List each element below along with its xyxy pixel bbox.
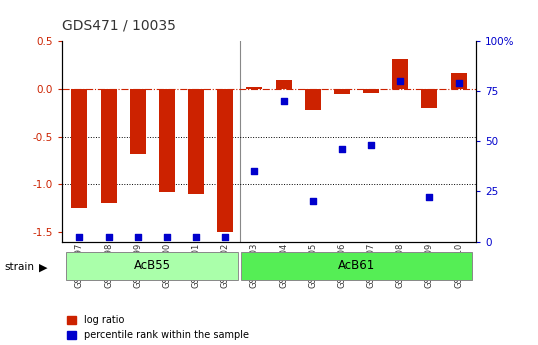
Point — [308, 199, 317, 204]
Bar — [101, 89, 117, 204]
Text: strain: strain — [4, 263, 34, 272]
Text: AcB55: AcB55 — [134, 259, 171, 272]
Bar — [217, 89, 233, 232]
Point — [104, 235, 113, 240]
Bar — [421, 89, 437, 108]
Point — [454, 81, 463, 86]
Bar — [451, 73, 466, 89]
Bar — [130, 89, 146, 154]
Bar — [334, 89, 350, 94]
Point — [338, 147, 346, 152]
FancyBboxPatch shape — [241, 252, 472, 279]
Point — [250, 169, 259, 174]
Legend: log ratio, percentile rank within the sample: log ratio, percentile rank within the sa… — [67, 315, 249, 340]
Bar — [72, 89, 87, 208]
Text: AcB61: AcB61 — [338, 259, 375, 272]
Point — [221, 235, 230, 240]
Bar — [188, 89, 204, 194]
Bar — [363, 89, 379, 93]
Point — [75, 235, 84, 240]
Text: GDS471 / 10035: GDS471 / 10035 — [62, 19, 176, 33]
Bar — [275, 79, 292, 89]
Point — [192, 235, 200, 240]
Text: ▶: ▶ — [39, 263, 47, 272]
Point — [279, 99, 288, 104]
Point — [367, 143, 376, 148]
Point — [425, 195, 434, 200]
Bar — [159, 89, 175, 192]
Bar — [305, 89, 321, 110]
Point — [396, 79, 405, 84]
Bar — [246, 87, 263, 89]
Bar — [392, 59, 408, 89]
Point — [133, 235, 142, 240]
Point — [162, 235, 171, 240]
FancyBboxPatch shape — [66, 252, 238, 279]
